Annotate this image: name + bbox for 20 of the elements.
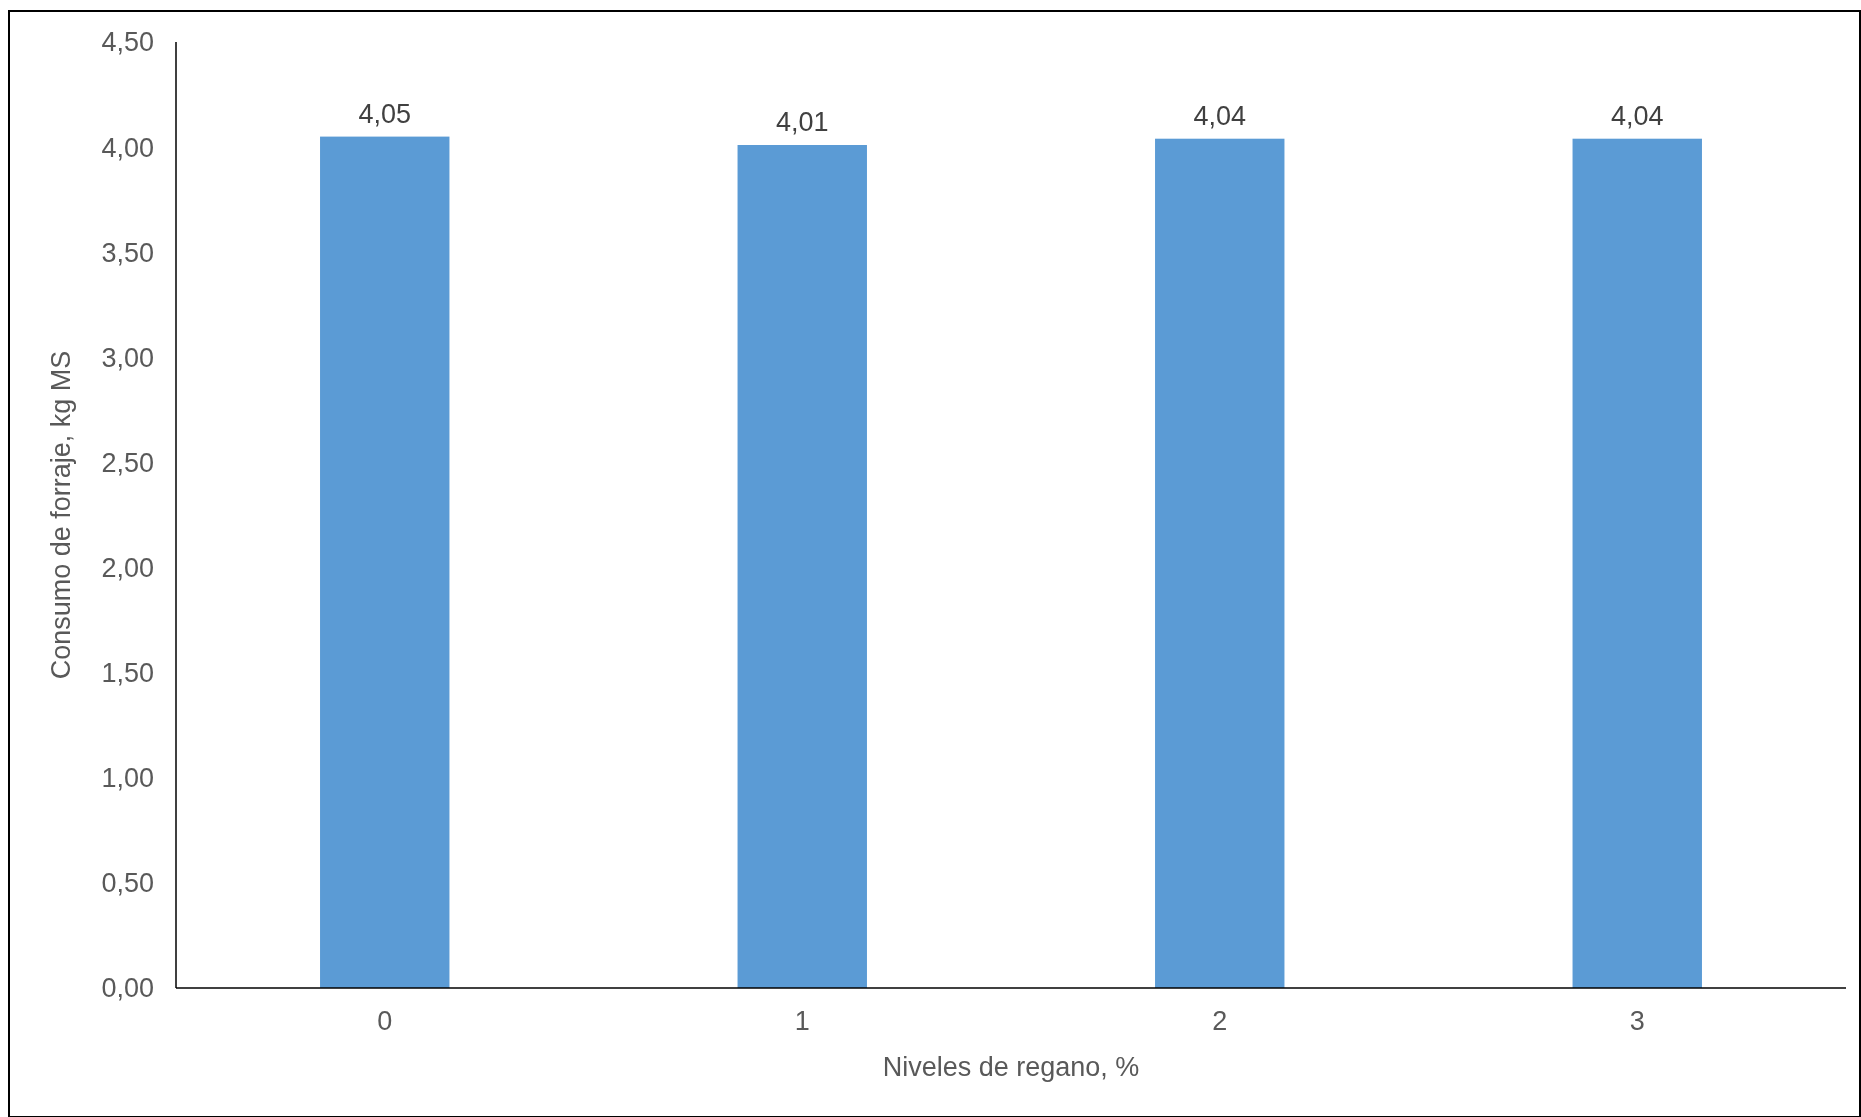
x-tick-label: 3 xyxy=(1629,1006,1645,1036)
y-tick-label: 2,00 xyxy=(101,553,154,584)
y-tick-label: 3,00 xyxy=(101,342,154,373)
y-tick-label: 1,00 xyxy=(101,763,154,794)
x-tick-label: 1 xyxy=(794,1006,810,1036)
x-axis-title: Niveles de regano, % xyxy=(882,1052,1140,1082)
y-tick-label: 4,50 xyxy=(101,27,154,58)
y-tick-label: 4,00 xyxy=(101,132,154,163)
data-label: 4,01 xyxy=(775,107,829,138)
y-tick-label: 1,50 xyxy=(101,658,154,689)
x-tick-label: 2 xyxy=(1212,1006,1228,1036)
x-tick-label: 0 xyxy=(377,1006,393,1036)
data-label: 4,05 xyxy=(358,98,412,129)
y-tick-label: 0,00 xyxy=(101,973,154,1004)
data-label: 4,04 xyxy=(1193,100,1247,131)
y-tick-label: 2,50 xyxy=(101,447,154,478)
data-label: 4,04 xyxy=(1610,100,1664,131)
y-tick-label: 3,50 xyxy=(101,237,154,268)
y-axis-title: Consumo de forraje, kg MS xyxy=(46,350,76,680)
y-tick-label: 0,50 xyxy=(101,868,154,899)
